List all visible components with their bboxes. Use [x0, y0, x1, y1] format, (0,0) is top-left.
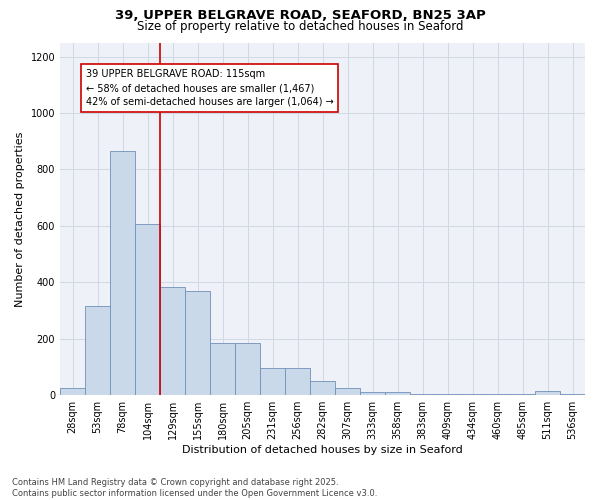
Bar [60, 388, 85, 395]
Bar [460, 394, 485, 395]
Bar [435, 394, 460, 395]
X-axis label: Distribution of detached houses by size in Seaford: Distribution of detached houses by size … [182, 445, 463, 455]
Text: 39 UPPER BELGRAVE ROAD: 115sqm
← 58% of detached houses are smaller (1,467)
42% : 39 UPPER BELGRAVE ROAD: 115sqm ← 58% of … [86, 70, 333, 108]
Bar [335, 388, 360, 395]
Bar [85, 306, 110, 395]
Bar [160, 286, 185, 395]
Bar [285, 368, 310, 395]
Text: Contains HM Land Registry data © Crown copyright and database right 2025.
Contai: Contains HM Land Registry data © Crown c… [12, 478, 377, 498]
Bar [110, 151, 135, 395]
Bar [485, 394, 510, 395]
Bar [210, 343, 235, 395]
Bar [535, 391, 560, 395]
Bar [385, 392, 410, 395]
Bar [135, 224, 160, 395]
Text: 39, UPPER BELGRAVE ROAD, SEAFORD, BN25 3AP: 39, UPPER BELGRAVE ROAD, SEAFORD, BN25 3… [115, 9, 485, 22]
Bar [185, 291, 210, 395]
Bar [410, 394, 435, 395]
Bar [360, 392, 385, 395]
Y-axis label: Number of detached properties: Number of detached properties [15, 131, 25, 306]
Bar [560, 394, 585, 395]
Bar [260, 368, 285, 395]
Bar [510, 394, 535, 395]
Bar [235, 343, 260, 395]
Text: Size of property relative to detached houses in Seaford: Size of property relative to detached ho… [137, 20, 463, 33]
Bar [310, 381, 335, 395]
